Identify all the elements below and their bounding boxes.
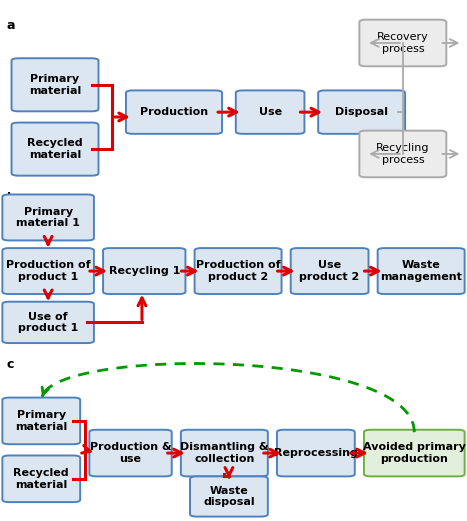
FancyBboxPatch shape	[290, 248, 368, 294]
FancyBboxPatch shape	[277, 430, 355, 476]
Text: Reprocessing: Reprocessing	[274, 448, 358, 458]
FancyBboxPatch shape	[360, 131, 446, 177]
Text: Primary
material: Primary material	[29, 74, 81, 95]
FancyBboxPatch shape	[2, 194, 94, 240]
Text: Use: Use	[259, 107, 282, 117]
Text: Recycled
material: Recycled material	[14, 468, 69, 490]
FancyBboxPatch shape	[103, 248, 185, 294]
FancyBboxPatch shape	[12, 58, 99, 111]
Text: Production of
product 1: Production of product 1	[6, 260, 91, 282]
FancyBboxPatch shape	[2, 302, 94, 343]
Text: Avoided primary
production: Avoided primary production	[363, 442, 466, 464]
Text: a: a	[7, 19, 15, 32]
Text: Disposal: Disposal	[335, 107, 388, 117]
Text: Waste
disposal: Waste disposal	[203, 486, 255, 507]
Text: Recycled
material: Recycled material	[27, 138, 83, 160]
Text: Use
product 2: Use product 2	[299, 260, 360, 282]
FancyBboxPatch shape	[318, 91, 405, 134]
FancyBboxPatch shape	[378, 248, 465, 294]
Text: Use of
product 1: Use of product 1	[18, 312, 78, 333]
Text: Production &
use: Production & use	[90, 442, 171, 464]
FancyBboxPatch shape	[89, 430, 172, 476]
Text: Dismantling &
collection: Dismantling & collection	[180, 442, 269, 464]
Text: Recovery
process: Recovery process	[377, 32, 429, 54]
FancyBboxPatch shape	[236, 91, 304, 134]
Text: Production: Production	[140, 107, 208, 117]
Text: c: c	[7, 358, 14, 371]
FancyBboxPatch shape	[360, 20, 446, 66]
FancyBboxPatch shape	[190, 476, 268, 517]
Text: Production of
product 2: Production of product 2	[196, 260, 280, 282]
FancyBboxPatch shape	[2, 248, 94, 294]
FancyBboxPatch shape	[2, 398, 80, 444]
FancyBboxPatch shape	[2, 455, 80, 502]
FancyBboxPatch shape	[12, 122, 99, 176]
Text: Primary
material 1: Primary material 1	[16, 207, 80, 228]
FancyBboxPatch shape	[126, 91, 222, 134]
Text: Waste
management: Waste management	[380, 260, 462, 282]
Text: b: b	[7, 192, 16, 205]
Text: Recycling 1: Recycling 1	[108, 266, 180, 276]
FancyBboxPatch shape	[195, 248, 282, 294]
FancyBboxPatch shape	[364, 430, 465, 476]
Text: Primary
material: Primary material	[15, 410, 67, 432]
FancyBboxPatch shape	[181, 430, 268, 476]
Text: Recycling
process: Recycling process	[376, 143, 430, 165]
